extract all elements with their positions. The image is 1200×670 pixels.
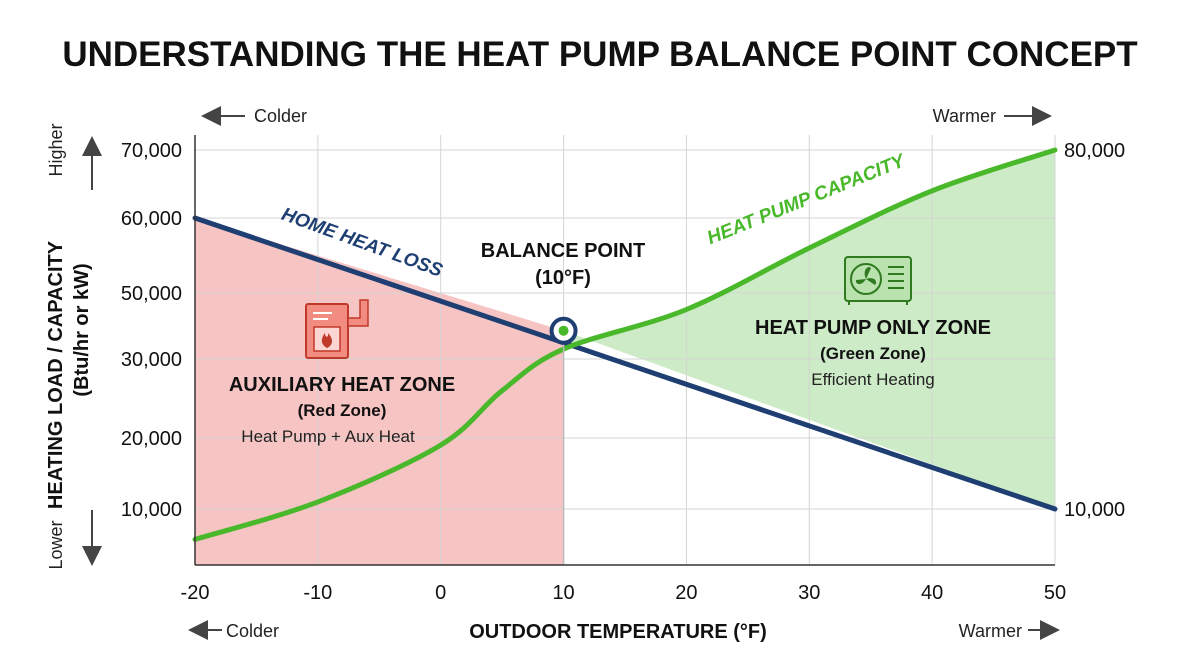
bottom-colder-hint: Colder bbox=[188, 620, 279, 641]
aux-zone-sub: (Red Zone) bbox=[298, 401, 387, 420]
y-axis-title-line1: HEATING LOAD / CAPACITY bbox=[45, 240, 67, 509]
top-colder-hint: Colder bbox=[201, 106, 307, 126]
y-axis-title-block: Higher HEATING LOAD / CAPACITY (Btu/hr o… bbox=[45, 123, 102, 570]
hp-zone-title: HEAT PUMP ONLY ZONE bbox=[755, 317, 991, 339]
heat-pump-capacity-curve bbox=[192, 147, 1058, 542]
heat-pump-unit-icon bbox=[844, 256, 912, 305]
aux-heat-zone-fill bbox=[195, 218, 564, 565]
y-higher-label: Higher bbox=[46, 123, 66, 176]
balance-point-marker bbox=[549, 316, 578, 345]
top-warmer-label: Warmer bbox=[933, 106, 996, 126]
balance-point-label: BALANCE POINT bbox=[481, 240, 645, 262]
y-axis-title-line2: (Btu/hr or kW) bbox=[71, 263, 93, 396]
y-tick-label-right: 80,000 bbox=[1064, 140, 1125, 162]
y-lower-label: Lower bbox=[46, 520, 66, 569]
heat-loss-line bbox=[192, 215, 1058, 512]
x-tick-label: 20 bbox=[675, 582, 697, 604]
x-tick-label: 40 bbox=[921, 582, 943, 604]
x-tick-labels: -20 -10 0 10 20 30 40 50 bbox=[181, 582, 1067, 604]
y-tick-label-left: 70,000 bbox=[121, 140, 182, 162]
y-tick-label-left: 60,000 bbox=[121, 208, 182, 230]
bottom-colder-label: Colder bbox=[226, 621, 279, 641]
bottom-warmer-label: Warmer bbox=[959, 621, 1022, 641]
y-tick-label-left: 30,000 bbox=[121, 349, 182, 371]
x-tick-label: 50 bbox=[1044, 582, 1066, 604]
x-tick-label: 0 bbox=[435, 582, 446, 604]
x-tick-label: -20 bbox=[181, 582, 210, 604]
balance-point-dot bbox=[558, 325, 569, 336]
y-tick-label-left: 20,000 bbox=[121, 428, 182, 450]
y-tick-label-left: 50,000 bbox=[121, 283, 182, 305]
x-tick-label: 30 bbox=[798, 582, 820, 604]
series-group bbox=[192, 147, 1058, 565]
hp-zone-desc: Efficient Heating bbox=[811, 370, 934, 389]
x-tick-label: 10 bbox=[552, 582, 574, 604]
chart-title: UNDERSTANDING THE HEAT PUMP BALANCE POIN… bbox=[62, 35, 1137, 74]
y-tick-label-right: 10,000 bbox=[1064, 499, 1125, 521]
y-tick-label-left: 10,000 bbox=[121, 499, 182, 521]
hp-zone-sub: (Green Zone) bbox=[820, 344, 926, 363]
aux-zone-title: AUXILIARY HEAT ZONE bbox=[229, 374, 455, 396]
x-tick-label: -10 bbox=[303, 582, 332, 604]
aux-zone-desc: Heat Pump + Aux Heat bbox=[241, 427, 415, 446]
y-tick-labels: 10,000 20,000 30,000 50,000 60,000 70,000 80,0… bbox=[121, 140, 1125, 521]
balance-point-sublabel: (10°F) bbox=[535, 267, 591, 289]
furnace-icon bbox=[305, 299, 369, 359]
bottom-warmer-hint: Warmer bbox=[959, 620, 1060, 641]
x-axis-title: OUTDOOR TEMPERATURE (°F) bbox=[469, 621, 767, 643]
top-warmer-hint: Warmer bbox=[933, 106, 1052, 126]
top-colder-label: Colder bbox=[254, 106, 307, 126]
